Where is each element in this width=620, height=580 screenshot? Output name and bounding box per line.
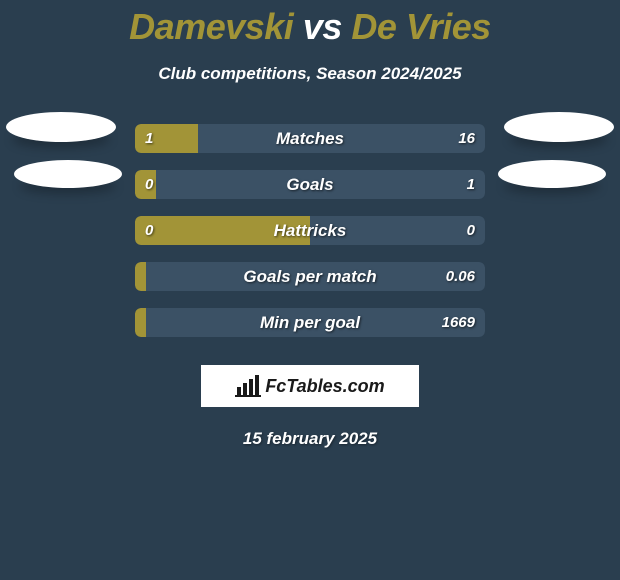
stat-value-right: 16 — [458, 130, 475, 147]
stat-value-right: 1 — [467, 176, 475, 193]
stat-value-right: 0 — [467, 222, 475, 239]
player1-photo-placeholder — [6, 112, 116, 142]
stat-row: Hattricks0 0 — [135, 216, 485, 245]
fctables-logo: FcTables.com — [201, 365, 419, 407]
subtitle: Club competitions, Season 2024/2025 — [0, 64, 620, 84]
stat-row: Min per goal1669 — [135, 308, 485, 337]
player2-photo-placeholder — [504, 112, 614, 142]
vs-text: vs — [303, 6, 342, 47]
stat-row: Goals per match0.06 — [135, 262, 485, 291]
date-text: 15 february 2025 — [0, 429, 620, 449]
stat-value-right: 1669 — [442, 314, 475, 331]
stat-value-left: 1 — [145, 130, 153, 147]
stat-rows: Matches116Goals01Hattricks00Goals per ma… — [135, 124, 485, 337]
stat-value-left: 0 — [145, 176, 153, 193]
stats-area: Matches116Goals01Hattricks00Goals per ma… — [0, 124, 620, 337]
player1-name: Damevski — [129, 6, 293, 47]
stat-value-right: 0.06 — [446, 268, 475, 285]
stat-label: Goals — [135, 175, 485, 195]
player2-name: De Vries — [351, 6, 490, 47]
stat-label: Goals per match — [135, 267, 485, 287]
stat-row: Matches1 16 — [135, 124, 485, 153]
player1-photo-placeholder-2 — [14, 160, 122, 188]
stat-label: Matches — [135, 129, 485, 149]
stat-row: Goals0 1 — [135, 170, 485, 199]
stat-label: Hattricks — [135, 221, 485, 241]
stat-label: Min per goal — [135, 313, 485, 333]
stat-value-left: 0 — [145, 222, 153, 239]
comparison-title: Damevski vs De Vries — [0, 0, 620, 48]
player2-photo-placeholder-2 — [498, 160, 606, 188]
bar-chart-icon — [235, 375, 261, 397]
logo-text: FcTables.com — [265, 376, 384, 397]
